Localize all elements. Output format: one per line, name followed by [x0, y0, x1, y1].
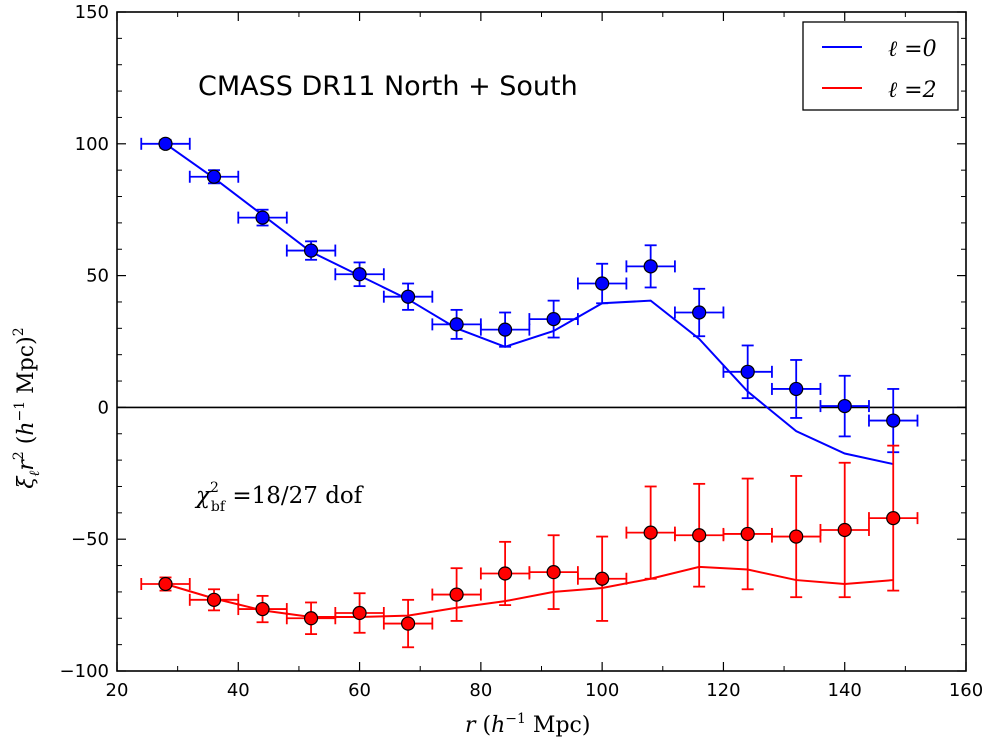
- legend-box: [802, 21, 959, 111]
- data-point: [886, 511, 901, 526]
- x-axis-var: r: [465, 713, 477, 738]
- data-point: [692, 528, 707, 543]
- data-point: [158, 576, 173, 592]
- y-axis-r: r: [14, 459, 39, 471]
- data-point: [595, 571, 610, 586]
- chi2-text: =18/27 dof: [225, 483, 364, 509]
- data-point: [789, 529, 804, 544]
- y-tick-label: 0: [98, 397, 109, 418]
- y-axis-label: ξℓr2 (h−1 Mpc)2: [11, 327, 43, 488]
- data-point: [643, 259, 658, 274]
- data-point: [692, 305, 707, 320]
- x-tick-label: 120: [706, 680, 740, 701]
- y-tick-label: −50: [71, 529, 109, 550]
- data-point: [303, 243, 319, 258]
- x-axis-h: h: [491, 713, 505, 738]
- x-axis-unit: Mpc): [526, 713, 591, 738]
- y-axis-sup: 2: [11, 451, 27, 460]
- data-point: [206, 169, 222, 184]
- data-point: [546, 565, 561, 580]
- data-point: [837, 522, 852, 538]
- x-axis-exp: −1: [505, 711, 526, 727]
- x-tick-label: 140: [828, 680, 862, 701]
- data-point: [740, 364, 755, 379]
- y-tick-label: 150: [75, 2, 109, 23]
- data-point: [789, 381, 804, 397]
- x-tick-label: 40: [227, 680, 250, 701]
- data-point: [400, 289, 416, 304]
- y-axis-h: h: [14, 421, 39, 435]
- y-axis-rest: (: [14, 436, 39, 452]
- legend-label-l2: ℓ =2: [888, 78, 937, 103]
- model-line-0: [164, 142, 894, 466]
- data-point: [352, 605, 367, 621]
- data-point: [740, 526, 755, 542]
- data-point: [303, 611, 319, 626]
- data-point: [498, 322, 513, 337]
- x-axis-open: (: [476, 713, 492, 738]
- data-point: [886, 413, 901, 428]
- y-tick-label: 50: [86, 266, 109, 287]
- legend: ℓ =0 ℓ =2: [802, 21, 959, 111]
- data-point: [158, 136, 173, 151]
- data-point: [255, 210, 270, 225]
- data-point: [643, 525, 658, 540]
- chi2-symbol: χ: [194, 483, 212, 509]
- data-point: [498, 566, 513, 581]
- legend-label-l0: ℓ =0: [888, 37, 937, 62]
- data-point: [837, 398, 852, 414]
- data-point: [449, 587, 464, 602]
- y-axis-sub: ℓ: [27, 471, 43, 477]
- series-1: [140, 444, 919, 649]
- y-axis-sup2: 2: [11, 327, 27, 336]
- chart-annotation: CMASS DR11 North + South: [198, 71, 578, 102]
- data-point: [449, 317, 464, 332]
- data-point: [255, 601, 270, 617]
- chi2-sub: bf: [211, 499, 227, 515]
- y-tick-label: −100: [60, 661, 109, 682]
- y-axis-exp: −1: [12, 401, 28, 422]
- x-axis-label: r (h−1 Mpc): [465, 711, 590, 738]
- data-point: [595, 276, 610, 291]
- y-tick-label: 100: [75, 134, 109, 155]
- series-0: [140, 136, 919, 466]
- x-tick-label: 80: [469, 680, 492, 701]
- plot-area: [117, 136, 966, 649]
- axes: 20 40 60 80 100 120 140 160 −100 −50 0 50 100 150: [60, 2, 984, 701]
- data-point: [546, 311, 561, 327]
- chi2-sup: 2: [210, 480, 219, 496]
- y-axis-unit: Mpc): [14, 336, 39, 401]
- y-axis-xi: ξ: [14, 475, 39, 489]
- x-tick-label: 160: [949, 680, 983, 701]
- x-tick-label: 20: [106, 680, 129, 701]
- data-point: [206, 592, 222, 607]
- chi2-annotation: χ2 bf =18/27 dof: [194, 480, 364, 515]
- x-tick-label: 60: [348, 680, 371, 701]
- labels: CMASS DR11 North + South χ2 bf =18/27 dof…: [11, 71, 590, 738]
- data-point: [352, 267, 367, 282]
- x-tick-label: 100: [585, 680, 619, 701]
- data-point: [400, 616, 416, 631]
